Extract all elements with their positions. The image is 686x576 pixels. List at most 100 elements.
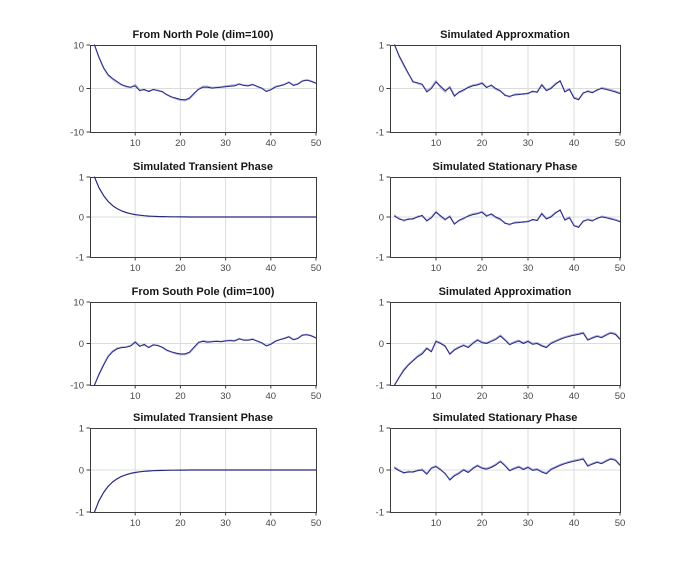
axes-box xyxy=(390,302,621,386)
x-tick-label: 10 xyxy=(431,518,442,529)
x-tick-label: 50 xyxy=(311,518,322,529)
x-tick-label: 10 xyxy=(130,263,141,274)
axes-box xyxy=(90,45,317,133)
chart-title: Simulated Stationary Phase xyxy=(433,412,578,424)
x-tick-label: 20 xyxy=(477,263,488,274)
series-line-sample-dark xyxy=(394,44,621,101)
x-tick-label: 40 xyxy=(266,138,277,149)
axes-box xyxy=(90,177,317,258)
y-tick-label: 0 xyxy=(79,213,84,224)
x-tick-label: 50 xyxy=(615,138,626,149)
x-tick-label: 20 xyxy=(175,138,186,149)
series-line-sample-dark xyxy=(394,332,621,386)
x-tick-label: 30 xyxy=(220,391,231,402)
series-line-sample-dark xyxy=(94,44,317,101)
x-tick-label: 10 xyxy=(431,391,442,402)
y-tick-label: 0 xyxy=(379,339,384,350)
series-line-simulated-light xyxy=(393,457,621,480)
chart-title: Simulated Approximation xyxy=(439,286,572,298)
chart-title: Simulated Transient Phase xyxy=(133,161,273,173)
x-tick-label: 50 xyxy=(615,263,626,274)
x-tick-label: 20 xyxy=(477,138,488,149)
x-tick-label: 30 xyxy=(523,138,534,149)
x-tick-label: 30 xyxy=(523,391,534,402)
y-tick-label: 1 xyxy=(379,173,384,184)
y-tick-label: 10 xyxy=(73,41,84,52)
x-tick-label: 10 xyxy=(130,518,141,529)
series-line-transient-dark xyxy=(93,176,317,218)
x-tick-label: 40 xyxy=(569,391,580,402)
x-tick-label: 10 xyxy=(130,391,141,402)
y-tick-label: -1 xyxy=(376,128,384,139)
x-tick-label: 30 xyxy=(523,518,534,529)
chart-title: Simulated Stationary Phase xyxy=(433,161,578,173)
x-tick-label: 40 xyxy=(266,518,277,529)
series-line-transient-dark xyxy=(93,469,317,513)
series-line-sample-dark xyxy=(94,334,317,386)
series-line-sample-dark xyxy=(394,209,621,228)
x-tick-label: 10 xyxy=(431,263,442,274)
x-tick-label: 30 xyxy=(220,518,231,529)
axes-box xyxy=(90,302,317,386)
x-tick-label: 30 xyxy=(220,138,231,149)
x-tick-label: 10 xyxy=(431,138,442,149)
y-tick-label: 1 xyxy=(379,424,384,435)
x-tick-label: 40 xyxy=(569,518,580,529)
axes-box xyxy=(390,45,621,133)
y-tick-label: 0 xyxy=(379,84,384,95)
x-tick-label: 20 xyxy=(175,518,186,529)
series-line-simulated-light xyxy=(93,44,317,102)
chart-title: From North Pole (dim=100) xyxy=(133,29,274,41)
y-tick-label: 1 xyxy=(79,173,84,184)
chart-title: From South Pole (dim=100) xyxy=(132,286,275,298)
series-line-sample-dark xyxy=(394,458,621,481)
axes-box xyxy=(390,428,621,513)
y-tick-label: -1 xyxy=(76,253,84,264)
x-tick-label: 30 xyxy=(523,263,534,274)
y-tick-label: -10 xyxy=(70,128,84,139)
y-tick-label: -1 xyxy=(376,381,384,392)
x-tick-label: 20 xyxy=(477,518,488,529)
y-tick-label: 0 xyxy=(379,466,384,477)
x-tick-label: 40 xyxy=(569,263,580,274)
series-line-simulated-light xyxy=(393,331,621,386)
x-tick-label: 40 xyxy=(266,263,277,274)
y-tick-label: 0 xyxy=(379,213,384,224)
chart-title: Simulated Transient Phase xyxy=(133,412,273,424)
x-tick-label: 50 xyxy=(615,391,626,402)
y-tick-label: -1 xyxy=(376,253,384,264)
x-tick-label: 20 xyxy=(175,391,186,402)
x-tick-label: 20 xyxy=(477,391,488,402)
x-tick-label: 20 xyxy=(175,263,186,274)
x-tick-label: 50 xyxy=(311,391,322,402)
x-tick-label: 50 xyxy=(311,138,322,149)
x-tick-label: 10 xyxy=(130,138,141,149)
axes-box xyxy=(390,177,621,258)
subplot-5: 10 20 30 40 50 10 0 -10 From South Pole (dim=100… xyxy=(70,286,321,402)
y-tick-label: 10 xyxy=(73,298,84,309)
x-tick-label: 30 xyxy=(220,263,231,274)
y-tick-label: -10 xyxy=(70,381,84,392)
y-tick-label: 0 xyxy=(79,339,84,350)
y-tick-label: 0 xyxy=(79,84,84,95)
axes-box xyxy=(90,428,317,513)
subplot-1: 10 20 30 40 50 10 0 -10 From North Pole (dim=100… xyxy=(70,29,321,149)
y-tick-label: 1 xyxy=(379,41,384,52)
x-tick-label: 50 xyxy=(311,263,322,274)
x-tick-label: 50 xyxy=(615,518,626,529)
x-tick-label: 40 xyxy=(266,391,277,402)
y-tick-label: -1 xyxy=(376,508,384,519)
y-tick-label: 0 xyxy=(79,466,84,477)
y-tick-label: 1 xyxy=(379,298,384,309)
x-tick-label: 40 xyxy=(569,138,580,149)
y-tick-label: 1 xyxy=(79,424,84,435)
y-tick-label: -1 xyxy=(76,508,84,519)
chart-title: Simulated Approxmation xyxy=(440,29,570,41)
